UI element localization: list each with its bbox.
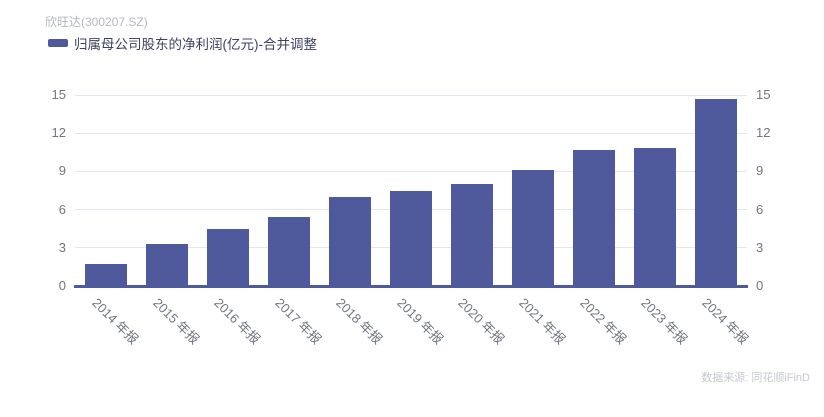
- legend-swatch: [48, 39, 68, 47]
- y-axis-label-right-0: 0: [756, 278, 764, 293]
- bar-2020[interactable]: [451, 184, 494, 286]
- x-axis-label-2017: 2017 年报: [272, 295, 325, 348]
- plot-area: 0 0 3 3 6 6 9 9 12 12 15 15 2014 年报 2015 年报 2016 年报 201…: [52, 87, 771, 347]
- y-axis-label-left-3: 3: [58, 239, 66, 255]
- x-axis-label-2021: 2021 年报: [516, 295, 569, 348]
- y-axis-label-left-6: 6: [58, 201, 66, 217]
- legend-item[interactable]: 归属母公司股东的净利润(亿元)-合并调整: [48, 34, 317, 52]
- gridline-9: [75, 170, 747, 172]
- bar-2018[interactable]: [328, 196, 371, 286]
- data-source-label: 数据来源: 同花顺iFinD: [701, 372, 810, 384]
- gridline-15: [75, 94, 747, 96]
- x-axis-label-2019: 2019 年报: [394, 295, 447, 348]
- y-axis-label-left-9: 9: [58, 163, 66, 179]
- x-axis-label-2023: 2023 年报: [638, 295, 691, 348]
- x-axis-label-2015: 2015 年报: [149, 295, 202, 348]
- y-axis-label-left-15: 15: [51, 87, 66, 102]
- legend-label: 归属母公司股东的净利润(亿元)-合并调整: [74, 37, 317, 52]
- gridline-12: [75, 132, 747, 134]
- x-axis-label-2024: 2024 年报: [699, 295, 752, 348]
- y-axis-label-right-12: 12: [756, 125, 771, 141]
- chart-title: 欣旺达(300207.SZ): [45, 15, 148, 29]
- bar-2022[interactable]: [573, 149, 616, 286]
- y-axis-label-right-6: 6: [756, 201, 764, 217]
- y-axis-label-right-15: 15: [756, 87, 771, 102]
- y-axis-label-left-12: 12: [51, 125, 66, 141]
- bar-2017[interactable]: [267, 217, 310, 286]
- bar-2014[interactable]: [84, 264, 127, 286]
- bar-2019[interactable]: [390, 190, 432, 286]
- x-axis-line: [74, 285, 748, 288]
- x-axis-label-2018: 2018 年报: [333, 295, 386, 348]
- bar-2024[interactable]: [695, 98, 738, 286]
- bar-2023[interactable]: [634, 148, 677, 286]
- x-axis-label-2014: 2014 年报: [88, 295, 141, 348]
- y-axis-label-left-0: 0: [58, 278, 66, 293]
- bar-2015[interactable]: [145, 243, 188, 286]
- x-axis-label-2020: 2020 年报: [455, 295, 508, 348]
- x-axis-label-2022: 2022 年报: [577, 295, 630, 348]
- bar-2021[interactable]: [512, 170, 555, 286]
- y-axis-label-right-3: 3: [756, 239, 764, 255]
- bar-2016[interactable]: [206, 228, 249, 286]
- y-axis-label-right-9: 9: [756, 163, 764, 179]
- x-axis-label-2016: 2016 年报: [210, 295, 263, 348]
